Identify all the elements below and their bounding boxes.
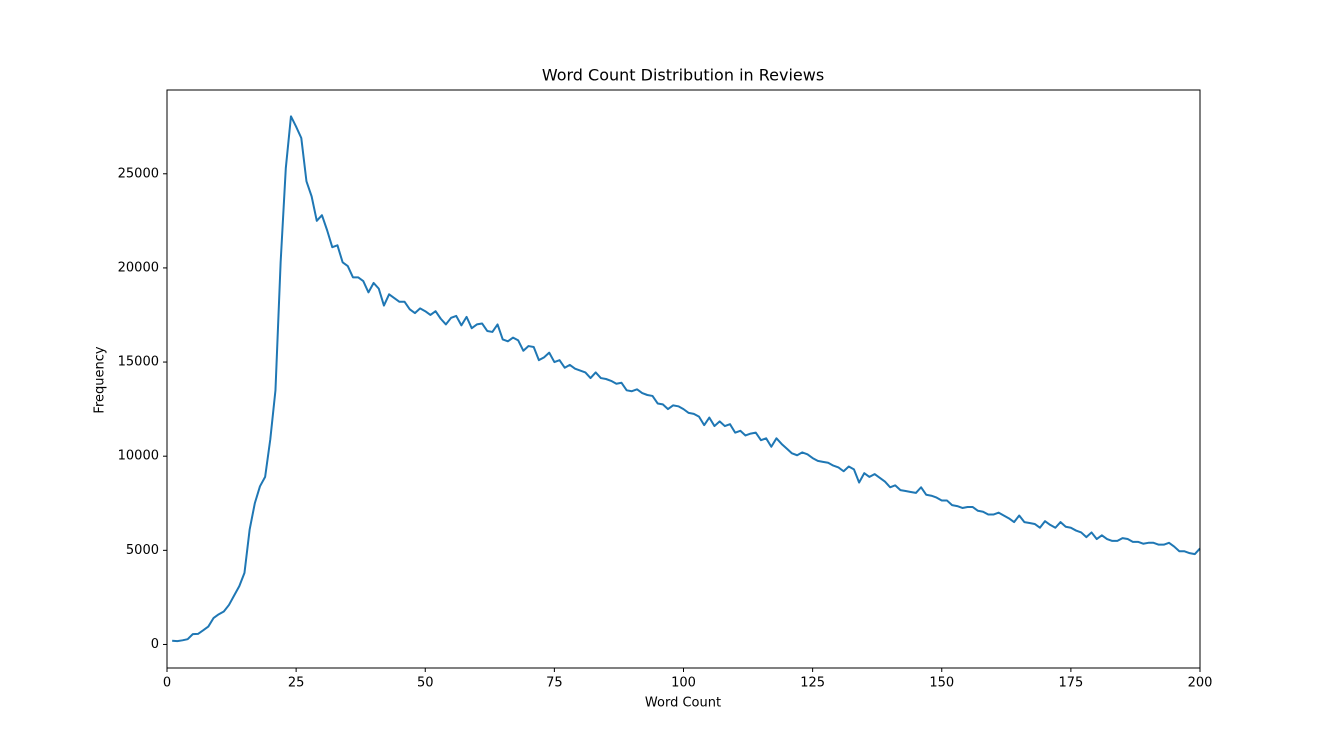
- y-tick-label: 20000: [118, 260, 159, 275]
- x-tick-label: 50: [417, 676, 434, 691]
- y-tick-label: 10000: [118, 449, 159, 464]
- x-tick-label: 100: [671, 676, 696, 691]
- plot-frame: [166, 89, 1201, 669]
- y-tick-label: 15000: [118, 355, 159, 370]
- x-tick-label: 125: [800, 676, 825, 691]
- x-tick-label: 75: [546, 676, 563, 691]
- data-line: [172, 115, 1201, 643]
- y-tick-label: 25000: [118, 166, 159, 181]
- x-tick-label: 150: [929, 676, 954, 691]
- chart-title: Word Count Distribution in Reviews: [542, 66, 824, 85]
- x-axis-label: Word Count: [645, 696, 721, 711]
- y-tick-label: 0: [151, 637, 159, 652]
- x-tick-label: 0: [163, 676, 171, 691]
- y-axis-label: Frequency: [93, 346, 108, 413]
- x-tick-label: 175: [1058, 676, 1083, 691]
- x-tick-label: 25: [288, 676, 305, 691]
- x-tick-label: 200: [1188, 676, 1213, 691]
- y-tick-label: 5000: [126, 543, 159, 558]
